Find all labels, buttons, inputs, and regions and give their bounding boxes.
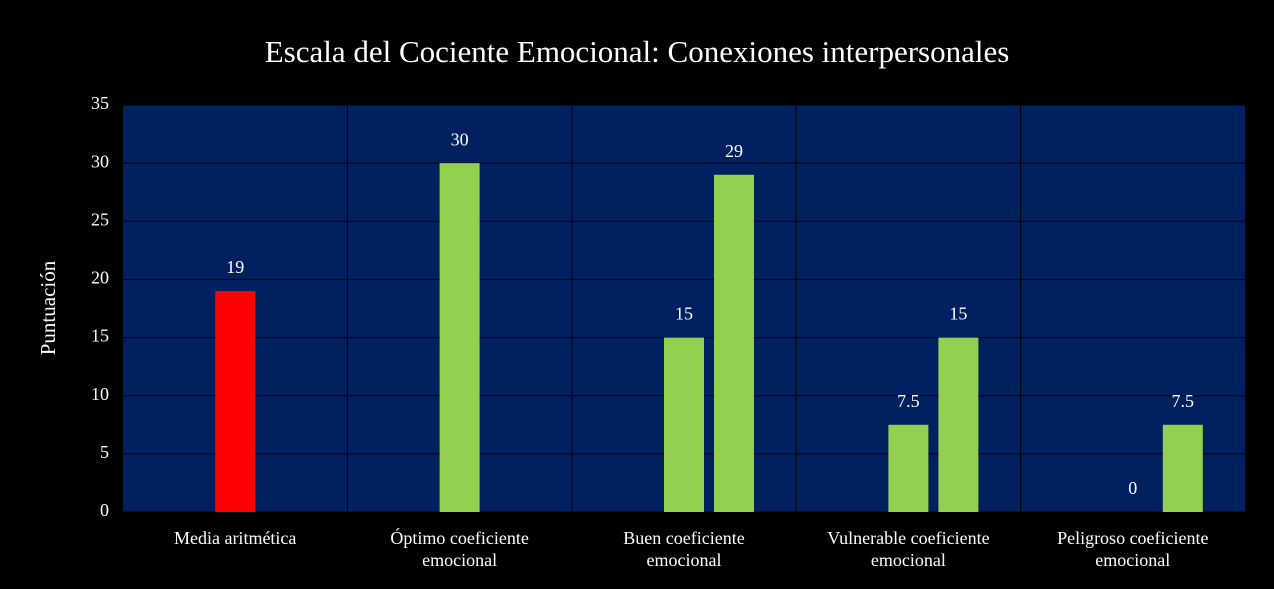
bar bbox=[888, 424, 929, 512]
data-label: 0 bbox=[1128, 478, 1137, 498]
data-label: 7.5 bbox=[1172, 391, 1195, 411]
y-tick-label: 10 bbox=[91, 384, 109, 404]
bar bbox=[1162, 424, 1203, 512]
x-tick-label: Media aritmética bbox=[174, 528, 296, 548]
y-tick-label: 0 bbox=[100, 500, 109, 520]
data-label: 30 bbox=[451, 129, 469, 149]
data-label: 29 bbox=[725, 141, 743, 161]
data-label: 15 bbox=[675, 304, 693, 324]
bar bbox=[938, 337, 979, 512]
y-tick-label: 15 bbox=[91, 326, 109, 346]
x-tick-label: Vulnerable coeficiente emocional bbox=[827, 528, 989, 570]
data-label: 7.5 bbox=[897, 391, 920, 411]
bar bbox=[215, 291, 256, 512]
x-tick-label: Buen coeficiente emocional bbox=[623, 528, 744, 570]
x-tick-label: Óptimo coeficiente emocional bbox=[390, 527, 528, 570]
y-tick-label: 20 bbox=[91, 268, 109, 288]
data-label: 15 bbox=[949, 304, 967, 324]
bar bbox=[714, 174, 754, 512]
bar bbox=[439, 163, 480, 512]
y-tick-label: 5 bbox=[100, 442, 109, 462]
data-label: 19 bbox=[226, 257, 244, 277]
y-tick-label: 30 bbox=[91, 151, 109, 171]
y-tick-label: 25 bbox=[91, 209, 109, 229]
y-tick-label: 35 bbox=[91, 93, 109, 113]
bar bbox=[664, 337, 704, 512]
chart-title: Escala del Cociente Emocional: Conexione… bbox=[265, 34, 1010, 69]
y-axis-label: Puntuación bbox=[36, 260, 60, 355]
x-tick-label: Peligroso coeficiente emocional bbox=[1057, 528, 1208, 570]
